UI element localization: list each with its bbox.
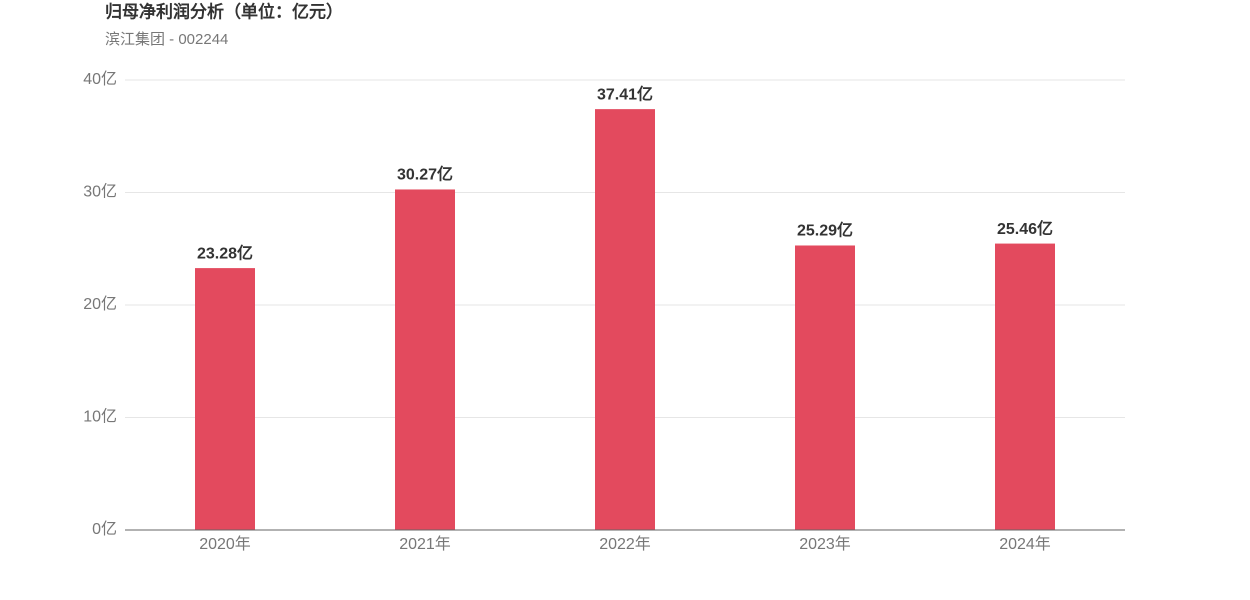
chart-subtitle: 滨江集团 - 002244 [105,31,228,48]
value-label: 30.27亿 [397,165,453,184]
value-label: 37.41亿 [597,84,653,103]
bar [395,189,455,530]
y-tick-label: 40亿 [83,70,117,88]
value-label: 25.46亿 [997,219,1053,238]
y-tick-label: 0亿 [92,520,117,538]
x-tick-label: 2023年 [799,535,851,553]
bar [195,268,255,530]
value-label: 23.28亿 [197,243,253,262]
x-tick-label: 2020年 [199,535,251,553]
chart-title: 归母净利润分析（单位：亿元） [105,1,343,21]
x-tick-label: 2024年 [999,535,1051,553]
y-tick-label: 20亿 [83,295,117,313]
bar [995,243,1055,530]
x-tick-label: 2022年 [599,535,651,553]
y-tick-label: 30亿 [83,183,117,201]
y-tick-label: 10亿 [83,408,117,426]
bar [595,109,655,530]
bar [795,245,855,531]
value-label: 25.29亿 [797,221,853,240]
x-tick-label: 2021年 [399,535,451,553]
